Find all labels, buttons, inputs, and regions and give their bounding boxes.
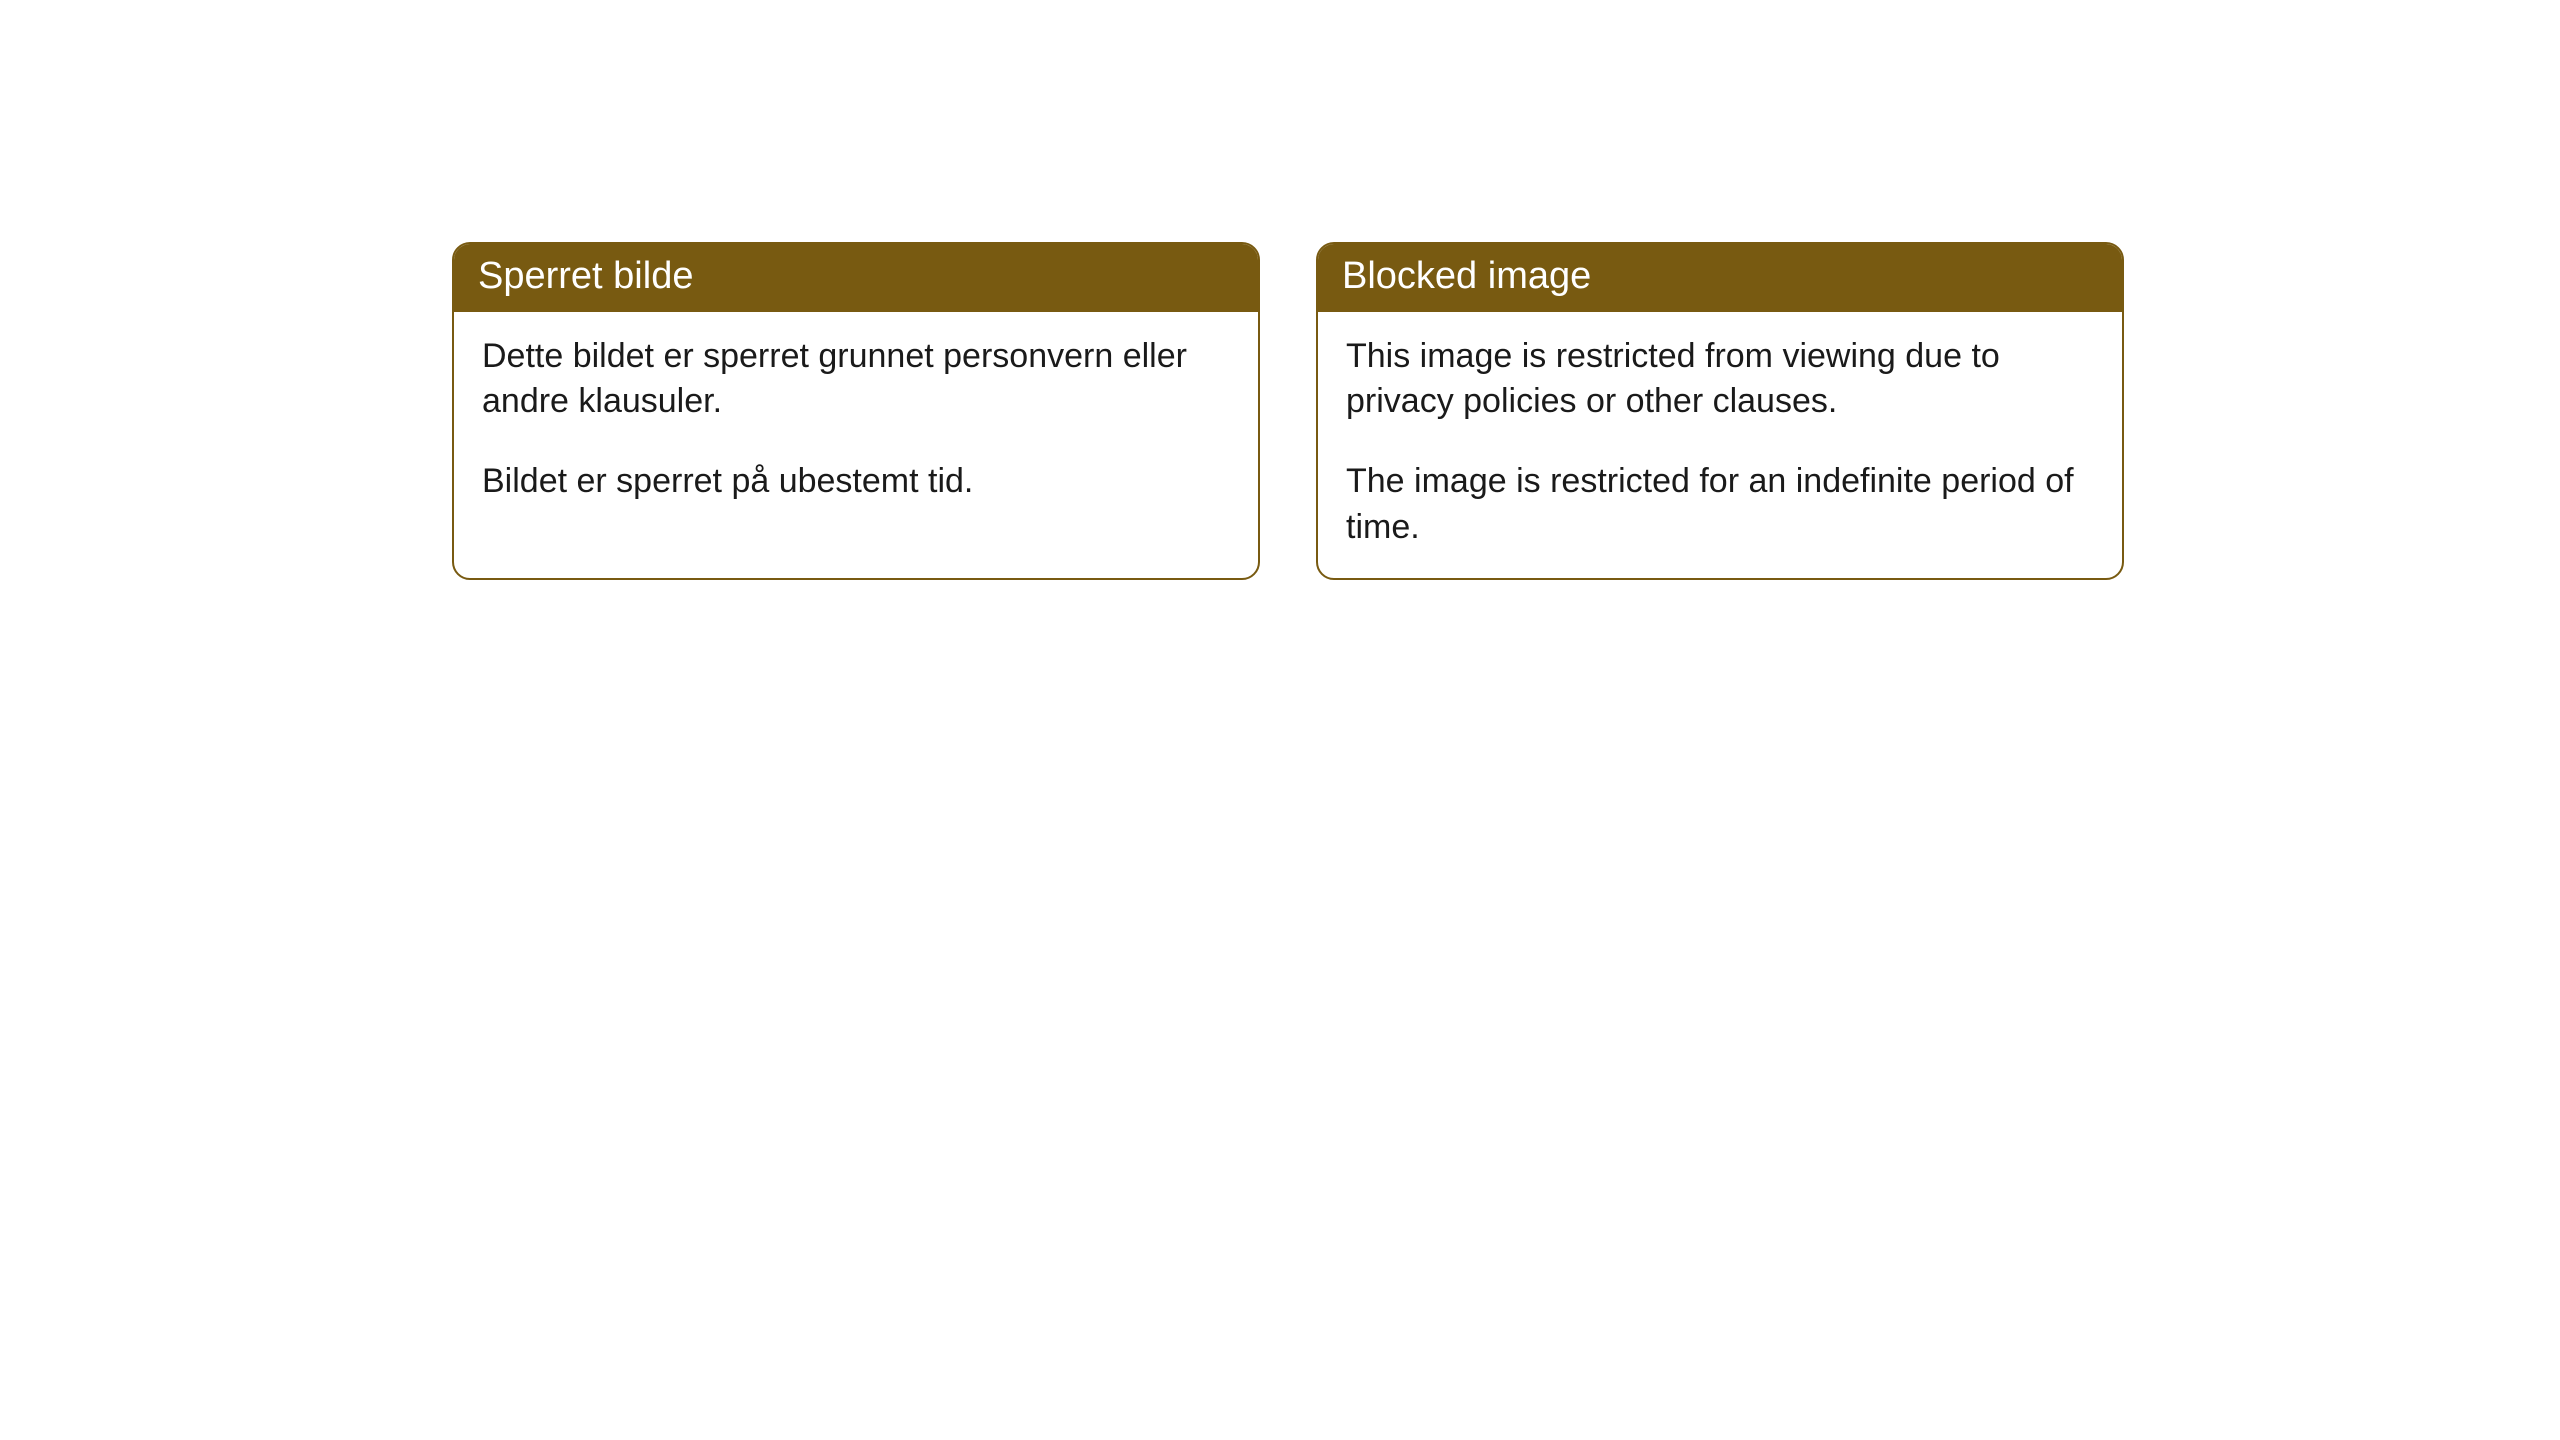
notice-body-norwegian: Dette bildet er sperret grunnet personve… — [454, 312, 1258, 556]
notice-container: Sperret bilde Dette bildet er sperret gr… — [452, 242, 2560, 580]
notice-header-english: Blocked image — [1318, 244, 2122, 312]
notice-text-norwegian-1: Dette bildet er sperret grunnet personve… — [482, 334, 1230, 426]
notice-text-norwegian-2: Bildet er sperret på ubestemt tid. — [482, 459, 1230, 505]
notice-card-norwegian: Sperret bilde Dette bildet er sperret gr… — [452, 242, 1260, 580]
notice-title-english: Blocked image — [1342, 255, 1591, 297]
notice-header-norwegian: Sperret bilde — [454, 244, 1258, 312]
notice-text-english-1: This image is restricted from viewing du… — [1346, 334, 2094, 426]
notice-body-english: This image is restricted from viewing du… — [1318, 312, 2122, 580]
notice-title-norwegian: Sperret bilde — [478, 255, 693, 297]
notice-card-english: Blocked image This image is restricted f… — [1316, 242, 2124, 580]
notice-text-english-2: The image is restricted for an indefinit… — [1346, 459, 2094, 551]
